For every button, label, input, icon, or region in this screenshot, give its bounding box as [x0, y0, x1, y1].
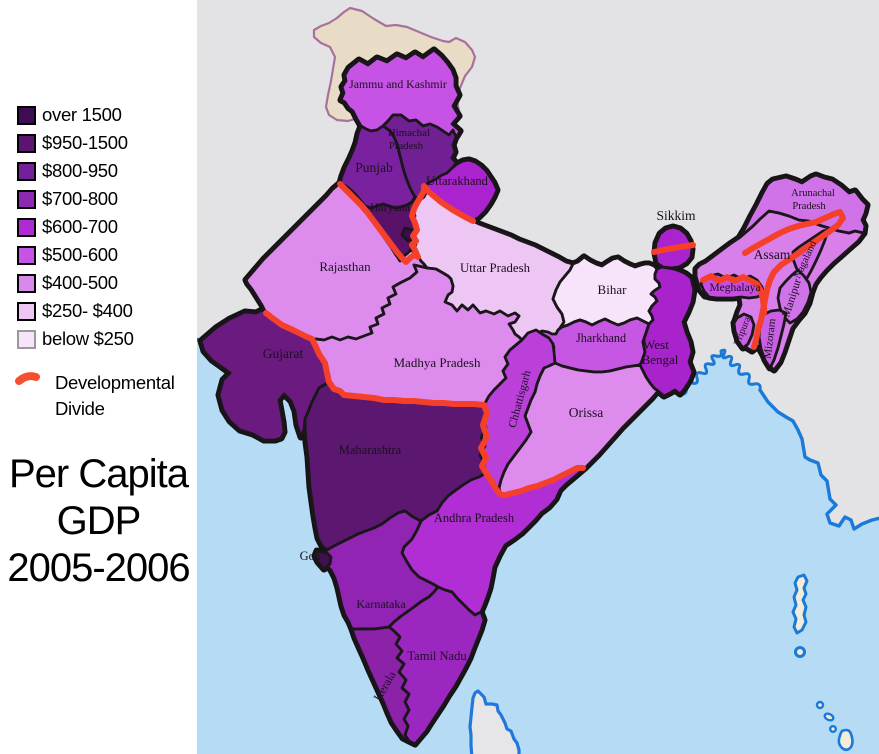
svg-text:Mizoram: Mizoram	[762, 317, 779, 359]
svg-text:Madhya Pradesh: Madhya Pradesh	[393, 355, 481, 370]
svg-text:Orissa: Orissa	[569, 405, 604, 420]
svg-text:Gujarat: Gujarat	[263, 346, 304, 361]
svg-text:Uttarakhand: Uttarakhand	[426, 174, 489, 188]
svg-text:Uttar Pradesh: Uttar Pradesh	[460, 261, 531, 275]
svg-text:Sikkim: Sikkim	[656, 208, 696, 223]
svg-text:Pradesh: Pradesh	[792, 201, 826, 212]
svg-text:Haryana: Haryana	[370, 200, 411, 214]
svg-text:Arunachal: Arunachal	[791, 188, 835, 199]
svg-text:Jammu and Kashmir: Jammu and Kashmir	[349, 77, 447, 91]
svg-text:Karnataka: Karnataka	[356, 597, 406, 611]
svg-text:Bengal: Bengal	[642, 352, 679, 367]
svg-text:Tamil Nadu: Tamil Nadu	[407, 649, 467, 663]
svg-text:Maharashtra: Maharashtra	[339, 443, 402, 457]
svg-text:West: West	[643, 337, 669, 352]
svg-text:Punjab: Punjab	[355, 160, 393, 175]
svg-text:Meghalaya: Meghalaya	[709, 282, 760, 294]
svg-text:Bihar: Bihar	[598, 282, 628, 297]
svg-text:Rajasthan: Rajasthan	[319, 259, 371, 274]
svg-text:Jharkhand: Jharkhand	[576, 331, 626, 345]
svg-text:Pradesh: Pradesh	[389, 140, 424, 152]
svg-text:Himachal: Himachal	[388, 127, 430, 139]
svg-text:Goa: Goa	[300, 549, 321, 563]
svg-text:Assam: Assam	[754, 247, 791, 262]
svg-text:Andhra Pradesh: Andhra Pradesh	[434, 511, 515, 525]
